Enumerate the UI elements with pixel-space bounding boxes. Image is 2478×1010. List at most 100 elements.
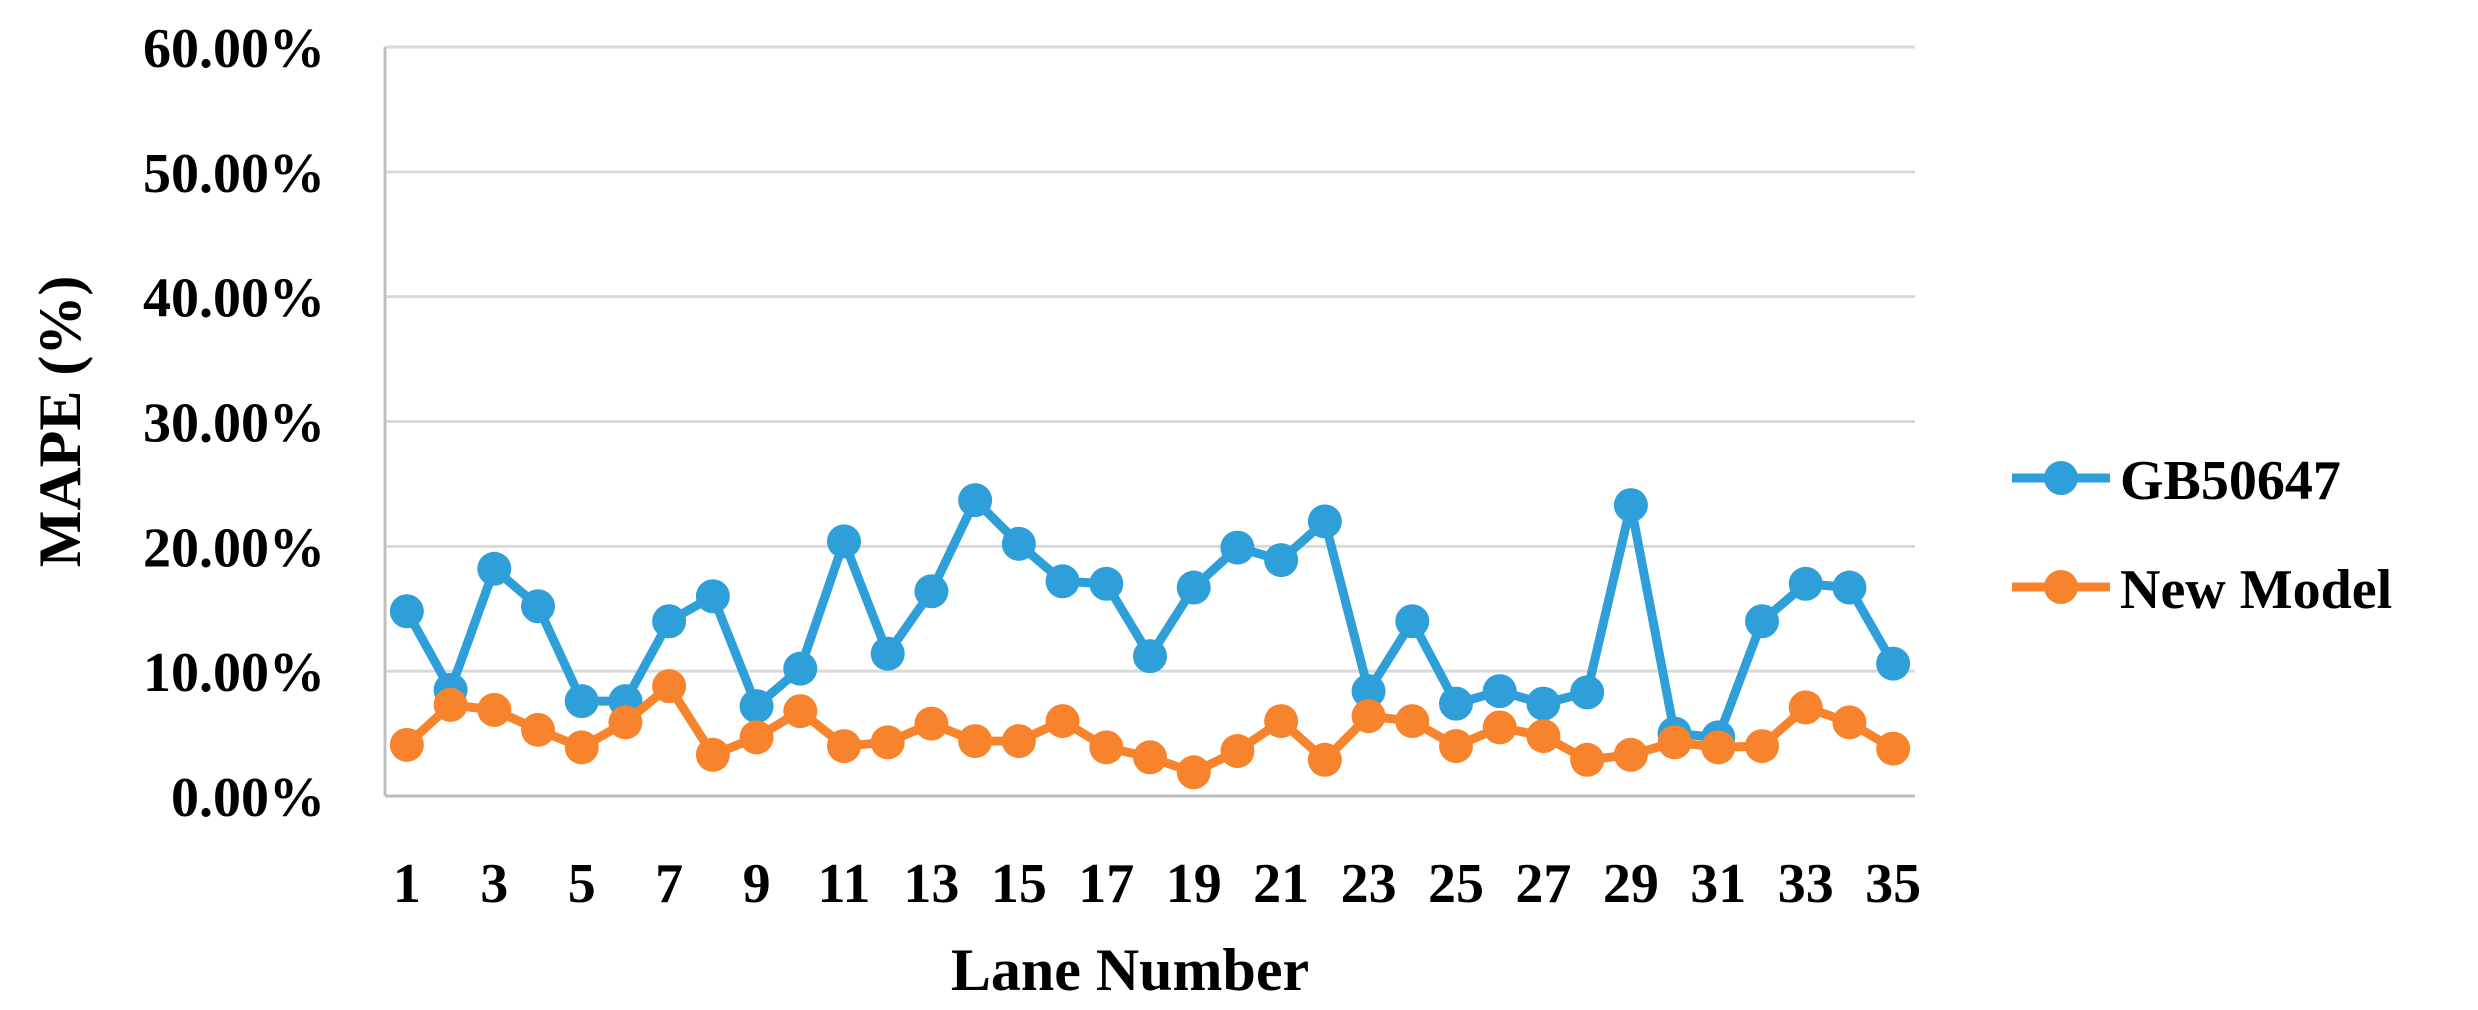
data-point: [1613, 737, 1648, 772]
y-tick-label: 20.00%: [143, 517, 325, 579]
legend-marker: [2044, 570, 2078, 604]
y-tick-label: 0.00%: [171, 767, 325, 829]
x-tick-label: 13: [903, 853, 959, 915]
data-point: [1482, 710, 1517, 745]
x-tick-label: 11: [818, 853, 871, 915]
data-point: [1570, 675, 1605, 710]
data-point: [1613, 488, 1648, 523]
data-point: [1264, 704, 1299, 739]
data-point: [739, 689, 774, 724]
data-point: [1745, 604, 1779, 639]
y-axis-title: MAPE (%): [27, 276, 93, 568]
data-point: [827, 524, 861, 559]
x-tick-label: 29: [1603, 853, 1659, 915]
x-tick-label: 15: [991, 853, 1047, 915]
x-tick-label: 21: [1253, 853, 1309, 915]
data-point: [1220, 530, 1255, 565]
data-point: [1001, 526, 1036, 561]
data-point: [564, 684, 599, 719]
data-point: [739, 720, 774, 755]
x-axis-title: Lane Number: [951, 937, 1309, 1003]
data-point: [652, 669, 687, 704]
data-point: [914, 574, 949, 609]
legend-item: New Model: [2012, 559, 2392, 621]
data-point: [1089, 566, 1124, 601]
data-point: [1395, 704, 1430, 739]
data-point: [1001, 724, 1036, 759]
data-point: [1351, 674, 1386, 709]
data-point: [1264, 543, 1299, 578]
x-tick-label: 23: [1341, 853, 1397, 915]
data-point: [1395, 604, 1430, 639]
data-point: [1832, 705, 1867, 740]
series-new-model: [389, 669, 1911, 790]
legend-marker: [2044, 461, 2078, 495]
data-point: [1133, 740, 1167, 775]
data-point: [1045, 704, 1080, 739]
data-point: [1482, 674, 1517, 709]
data-point: [1089, 730, 1124, 765]
x-tick-label: 25: [1428, 853, 1484, 915]
data-point: [608, 705, 643, 740]
data-point: [389, 727, 424, 762]
y-tick-label: 10.00%: [143, 642, 325, 704]
legend-label: GB50647: [2120, 450, 2341, 512]
data-point: [695, 737, 730, 772]
data-point: [1745, 729, 1779, 764]
legend: GB50647 New Model: [2012, 450, 2392, 621]
y-tick-label: 40.00%: [143, 268, 325, 330]
data-point: [958, 483, 993, 518]
data-point: [1439, 729, 1473, 764]
data-point: [1657, 725, 1692, 760]
data-point: [1876, 731, 1911, 766]
axes: [383, 47, 1915, 798]
data-point: [1526, 686, 1561, 721]
data-point: [1788, 690, 1823, 725]
data-point: [1307, 742, 1342, 777]
data-point: [564, 730, 599, 765]
x-tick-label: 7: [655, 853, 683, 915]
data-point: [695, 579, 730, 614]
data-point: [389, 594, 424, 629]
data-point: [1133, 639, 1167, 674]
data-point: [783, 694, 818, 729]
x-tick-label: 1: [393, 853, 421, 915]
data-point: [1788, 566, 1823, 601]
y-tick-labels: 0.00% 10.00% 20.00% 30.00% 40.00% 50.00% 60.00…: [143, 18, 325, 829]
x-tick-label: 3: [480, 853, 508, 915]
grid-lines: [385, 45, 1915, 673]
legend-label: New Model: [2120, 559, 2392, 621]
data-point: [1220, 734, 1255, 769]
data-point: [827, 729, 861, 764]
data-point: [521, 589, 555, 624]
x-tick-label: 9: [743, 853, 771, 915]
data-point: [521, 712, 555, 747]
data-point: [958, 724, 993, 759]
y-tick-label: 50.00%: [143, 143, 325, 205]
data-point: [477, 551, 512, 586]
x-tick-label: 17: [1078, 853, 1134, 915]
series: [389, 483, 1911, 790]
data-point: [783, 651, 818, 686]
data-point: [1876, 646, 1911, 681]
data-point: [870, 725, 905, 760]
data-point: [1351, 699, 1386, 734]
x-tick-label: 5: [568, 853, 596, 915]
x-tick-label: 31: [1690, 853, 1746, 915]
x-tick-label: 27: [1515, 853, 1571, 915]
data-point: [1176, 755, 1211, 790]
data-point: [1176, 570, 1211, 605]
data-point: [477, 692, 512, 727]
data-point: [1045, 564, 1080, 599]
y-tick-label: 60.00%: [143, 18, 325, 80]
data-point: [914, 706, 949, 741]
data-point: [652, 604, 687, 639]
x-tick-label: 35: [1865, 853, 1921, 915]
legend-item: GB50647: [2012, 450, 2341, 512]
x-tick-labels: 1 3 5 7 9 11 13 15 17 19 21 23 25 27 29 31 33 35: [393, 853, 1921, 915]
x-tick-label: 33: [1778, 853, 1834, 915]
y-tick-label: 30.00%: [143, 393, 325, 455]
data-point: [1439, 686, 1473, 721]
data-point: [1832, 570, 1867, 605]
